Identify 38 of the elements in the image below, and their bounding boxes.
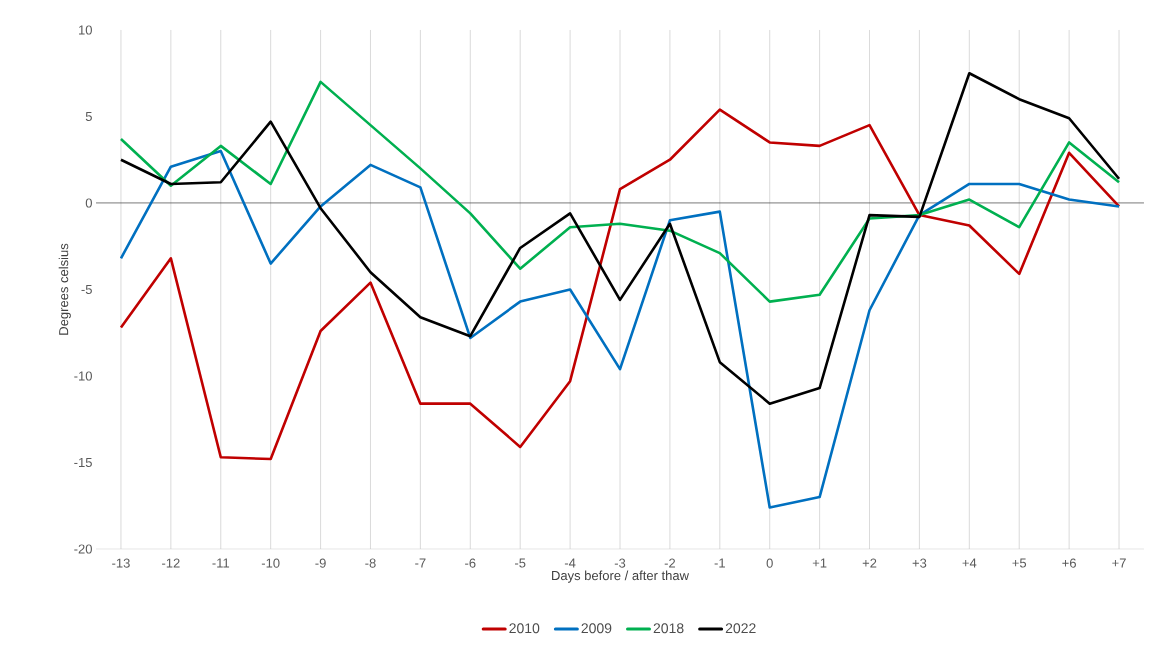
x-tick-label: +7 [1112,558,1126,568]
x-tick-label: -5 [514,558,526,568]
x-tick-label: -8 [365,558,376,568]
x-tick-label: +5 [1012,558,1027,568]
legend-label: 2018 [653,623,684,634]
y-tick-label: 10 [79,25,92,35]
legend-label: 2010 [509,623,540,634]
line-series [119,80,1121,303]
x-tick-label: -7 [415,558,426,568]
y-tick-label: 0 [85,198,92,208]
y-tick-label: 5 [85,111,92,122]
x-axis-title: Days before / after thaw [552,570,690,583]
y-axis-title: Degrees celsius [58,243,71,335]
x-tick-label: -11 [212,558,230,568]
x-tick-label: -9 [315,558,326,568]
x-tick-label: +3 [912,558,927,568]
x-tick-label: -1 [714,558,725,568]
x-tick-label: -3 [614,558,626,568]
x-tick-label: -10 [261,558,280,568]
x-tick-label: -12 [162,558,180,568]
line-series [119,71,1121,405]
x-tick-label: +2 [862,558,877,568]
y-tick-label: -15 [74,457,92,468]
line-series [119,149,1121,509]
x-tick-label: -6 [465,558,476,568]
legend-label: 2009 [581,623,612,634]
y-tick-label: -10 [74,371,92,381]
legend-label: 2022 [725,623,756,634]
x-tick-label: 0 [766,558,773,568]
y-tick-label: -20 [74,544,92,554]
y-tick-label: -5 [81,284,92,295]
x-tick-label: +4 [962,558,977,568]
x-tick-label: -2 [664,558,676,568]
x-tick-label: +1 [812,558,827,568]
line-series [119,108,1121,461]
x-tick-label: -4 [564,558,576,568]
x-tick-label: +6 [1062,558,1076,568]
x-tick-label: -13 [112,558,130,568]
